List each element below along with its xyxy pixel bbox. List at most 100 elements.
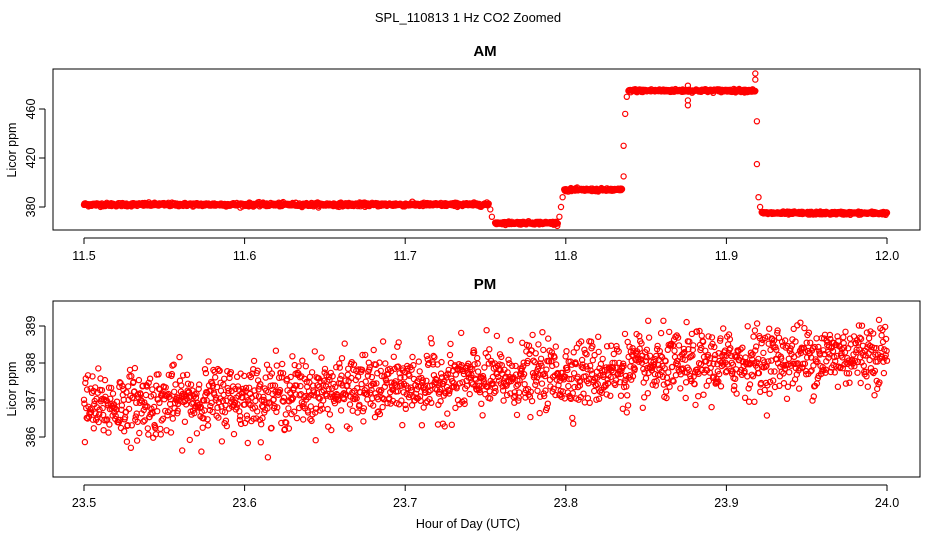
data-point	[297, 382, 304, 390]
data-point	[620, 142, 627, 149]
data-point	[136, 429, 143, 437]
am-data-points	[80, 70, 891, 230]
data-point	[617, 392, 625, 399]
data-point	[246, 390, 254, 398]
data-point	[390, 353, 397, 360]
data-point	[130, 378, 137, 386]
data-point	[254, 367, 261, 374]
data-point	[242, 388, 249, 395]
data-point	[82, 379, 89, 387]
data-point	[220, 381, 227, 388]
data-point	[545, 358, 553, 365]
data-point	[145, 431, 152, 438]
data-point	[227, 369, 235, 376]
data-point	[677, 385, 684, 392]
data-point	[132, 413, 139, 420]
data-point	[484, 353, 492, 360]
data-point	[140, 418, 147, 425]
data-point	[445, 366, 452, 374]
data-point	[641, 394, 648, 401]
data-point	[589, 357, 597, 364]
data-point	[883, 209, 891, 216]
data-point	[344, 371, 351, 378]
data-point	[291, 361, 298, 369]
data-point	[124, 383, 132, 390]
data-point	[645, 317, 652, 324]
data-point	[379, 403, 386, 411]
data-point	[358, 366, 366, 373]
data-point	[419, 377, 426, 384]
data-point	[379, 338, 387, 345]
data-point	[479, 412, 486, 419]
data-point	[234, 383, 242, 390]
data-point	[98, 387, 106, 394]
data-point	[233, 373, 241, 380]
data-point	[220, 375, 228, 382]
data-point	[184, 380, 192, 387]
data-point	[205, 358, 212, 365]
data-point	[431, 354, 438, 361]
data-point	[423, 352, 430, 360]
data-point	[156, 399, 163, 406]
data-point	[109, 390, 117, 397]
data-point	[225, 387, 232, 394]
data-point	[631, 365, 639, 373]
data-point	[182, 401, 190, 408]
data-point	[124, 422, 131, 429]
data-point	[507, 337, 514, 344]
data-point	[551, 354, 558, 361]
data-point	[153, 408, 161, 415]
data-point	[753, 320, 761, 327]
data-point	[250, 415, 257, 422]
data-point	[771, 368, 778, 375]
data-point	[302, 363, 309, 370]
data-point	[474, 354, 481, 362]
x-tick-label: 24.0	[875, 496, 899, 510]
data-point	[179, 372, 187, 379]
data-point	[475, 382, 483, 389]
data-point	[589, 343, 596, 350]
data-point	[524, 357, 531, 365]
data-point	[599, 355, 606, 363]
data-point	[488, 213, 496, 220]
data-point	[535, 341, 542, 348]
data-point	[639, 404, 647, 411]
data-point	[328, 426, 335, 434]
data-point	[433, 379, 440, 386]
data-point	[705, 333, 712, 340]
data-point	[578, 338, 585, 345]
x-tick-label: 23.5	[72, 496, 96, 510]
data-point	[207, 402, 214, 410]
data-point	[199, 424, 206, 431]
data-point	[469, 366, 476, 373]
data-point	[378, 387, 385, 394]
data-point	[529, 331, 536, 339]
data-point	[623, 383, 630, 390]
data-point	[285, 405, 292, 412]
x-tick-label: 23.9	[714, 496, 738, 510]
pm-plot-frame	[52, 300, 921, 478]
data-point	[636, 345, 643, 352]
data-point	[359, 351, 366, 359]
data-point	[135, 376, 143, 384]
data-point	[620, 173, 627, 180]
data-point	[753, 160, 761, 168]
data-point	[607, 373, 614, 381]
data-point	[695, 393, 702, 400]
pm-y-axis-label: Licor ppm	[5, 362, 19, 417]
data-point	[325, 423, 332, 430]
data-point	[617, 370, 624, 377]
data-point	[566, 375, 573, 383]
data-point	[373, 380, 380, 387]
data-point	[538, 380, 546, 387]
data-point	[520, 371, 528, 378]
data-point	[193, 430, 201, 437]
data-point	[495, 373, 502, 381]
data-point	[580, 390, 587, 397]
data-point	[516, 377, 523, 384]
data-point	[530, 357, 537, 364]
am-y-axis-label: Licor ppm	[5, 123, 19, 178]
x-tick-label: 11.5	[72, 249, 95, 263]
data-point	[172, 381, 179, 388]
data-point	[242, 384, 250, 392]
